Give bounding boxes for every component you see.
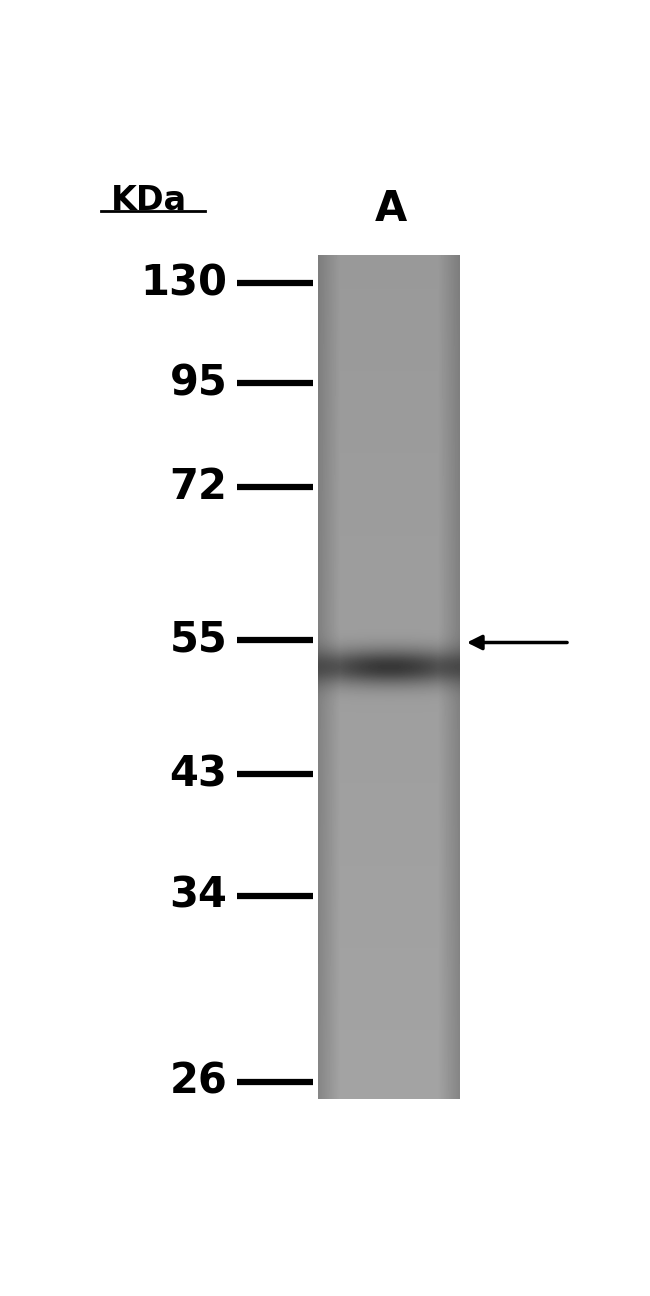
Text: 55: 55 <box>170 618 228 661</box>
Text: 72: 72 <box>170 465 228 508</box>
Text: 95: 95 <box>170 362 228 404</box>
Text: 34: 34 <box>170 875 228 918</box>
Text: 26: 26 <box>170 1060 228 1103</box>
Text: A: A <box>375 188 407 231</box>
Text: KDa: KDa <box>111 184 187 216</box>
Text: 43: 43 <box>170 753 228 796</box>
Text: 130: 130 <box>140 262 228 305</box>
